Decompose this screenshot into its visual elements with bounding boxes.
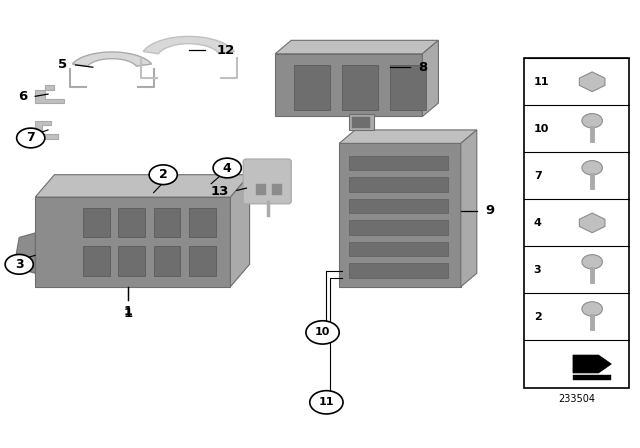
Bar	[272, 184, 282, 195]
Bar	[349, 114, 374, 130]
Circle shape	[582, 114, 602, 128]
Bar	[83, 208, 110, 237]
Polygon shape	[275, 54, 422, 116]
Text: 13: 13	[210, 185, 228, 198]
Polygon shape	[230, 175, 250, 287]
Bar	[154, 208, 180, 237]
Bar	[118, 208, 145, 237]
Bar	[352, 117, 370, 128]
Polygon shape	[579, 213, 605, 233]
Text: 7: 7	[26, 131, 35, 145]
Text: 4: 4	[534, 218, 541, 228]
Bar	[342, 65, 378, 110]
Circle shape	[149, 165, 177, 185]
Polygon shape	[579, 72, 605, 92]
Circle shape	[306, 321, 339, 344]
Polygon shape	[143, 36, 234, 54]
Polygon shape	[275, 40, 438, 54]
Bar	[349, 263, 448, 278]
Text: 2: 2	[534, 312, 541, 322]
Bar	[154, 246, 180, 276]
Bar	[349, 156, 448, 170]
Bar	[573, 375, 611, 380]
Circle shape	[582, 161, 602, 175]
Bar	[349, 199, 448, 213]
Text: 3: 3	[534, 265, 541, 275]
Text: 1: 1	[124, 307, 132, 320]
Polygon shape	[339, 143, 461, 287]
Polygon shape	[72, 52, 152, 66]
Bar	[390, 65, 426, 110]
Bar	[256, 184, 266, 195]
Polygon shape	[573, 355, 611, 373]
Text: 5: 5	[58, 58, 67, 72]
FancyBboxPatch shape	[243, 159, 291, 204]
Text: 10: 10	[534, 124, 549, 134]
Bar	[349, 242, 448, 256]
Circle shape	[17, 128, 45, 148]
Circle shape	[582, 302, 602, 316]
Bar	[83, 246, 110, 276]
Text: 3: 3	[15, 258, 24, 271]
Bar	[524, 58, 629, 388]
Text: 11: 11	[534, 77, 549, 87]
Text: 7: 7	[534, 171, 541, 181]
Bar	[349, 220, 448, 235]
Circle shape	[5, 254, 33, 274]
Polygon shape	[422, 40, 438, 116]
Text: 2: 2	[159, 168, 168, 181]
Polygon shape	[35, 175, 250, 197]
Bar	[189, 246, 216, 276]
Polygon shape	[35, 197, 230, 287]
Text: 10: 10	[315, 327, 330, 337]
Polygon shape	[16, 233, 35, 273]
Bar	[349, 177, 448, 192]
Polygon shape	[339, 130, 477, 143]
Circle shape	[310, 391, 343, 414]
Text: 11: 11	[319, 397, 334, 407]
Circle shape	[213, 158, 241, 178]
Text: 9: 9	[485, 204, 494, 217]
Text: 1: 1	[124, 305, 132, 318]
Text: 6: 6	[18, 90, 27, 103]
Text: 4: 4	[223, 161, 232, 175]
Text: 8: 8	[419, 60, 428, 74]
Circle shape	[582, 254, 602, 269]
Bar	[118, 246, 145, 276]
Text: 233504: 233504	[558, 394, 595, 404]
Polygon shape	[35, 121, 58, 139]
Text: 12: 12	[216, 43, 235, 57]
Bar	[294, 65, 330, 110]
Bar	[189, 208, 216, 237]
Polygon shape	[461, 130, 477, 287]
Polygon shape	[35, 85, 64, 103]
